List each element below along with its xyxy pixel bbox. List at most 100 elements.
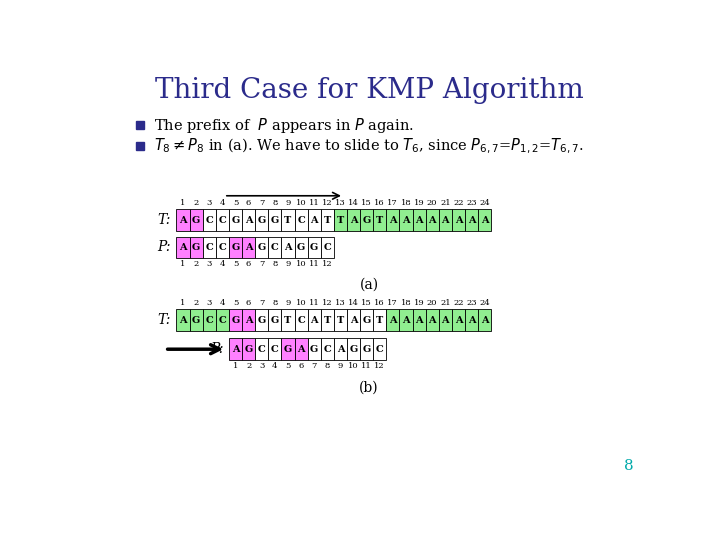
Text: 8: 8 <box>272 199 277 207</box>
Bar <box>478 309 491 331</box>
Bar <box>189 309 203 331</box>
Bar <box>269 237 282 258</box>
Bar <box>320 210 334 231</box>
Text: G: G <box>362 216 371 225</box>
Text: 6: 6 <box>246 299 251 307</box>
Text: A: A <box>481 216 488 225</box>
Text: 18: 18 <box>400 199 411 207</box>
Text: A: A <box>245 216 253 225</box>
Bar <box>465 210 478 231</box>
Text: A: A <box>454 216 462 225</box>
Bar <box>360 309 373 331</box>
Text: G: G <box>284 345 292 354</box>
Bar <box>229 309 242 331</box>
Bar <box>189 210 203 231</box>
Text: 6: 6 <box>246 260 251 268</box>
Bar <box>438 210 452 231</box>
Text: T: T <box>337 315 344 325</box>
Text: 11: 11 <box>309 260 320 268</box>
Text: 21: 21 <box>440 299 451 307</box>
Bar <box>438 309 452 331</box>
Text: 18: 18 <box>400 299 411 307</box>
Text: A: A <box>310 315 318 325</box>
Text: 5: 5 <box>233 299 238 307</box>
Text: A: A <box>441 315 449 325</box>
Text: A: A <box>350 216 357 225</box>
Text: 7: 7 <box>312 362 317 370</box>
Bar <box>282 210 294 231</box>
Text: 13: 13 <box>335 199 346 207</box>
Text: 3: 3 <box>259 362 264 370</box>
Bar <box>294 210 307 231</box>
Text: C: C <box>376 345 384 354</box>
Bar <box>282 237 294 258</box>
Text: A: A <box>297 345 305 354</box>
Bar <box>242 237 255 258</box>
Text: 9: 9 <box>285 260 291 268</box>
Text: 22: 22 <box>453 199 464 207</box>
Text: A: A <box>481 315 488 325</box>
Bar <box>360 339 373 360</box>
Text: 4: 4 <box>220 299 225 307</box>
Text: C: C <box>205 243 213 252</box>
Text: A: A <box>179 315 187 325</box>
Text: T:: T: <box>158 313 171 327</box>
Bar <box>216 210 229 231</box>
Text: A: A <box>245 315 253 325</box>
Text: 7: 7 <box>259 299 264 307</box>
Text: 22: 22 <box>453 299 464 307</box>
Text: T: T <box>324 216 331 225</box>
Text: G: G <box>231 315 240 325</box>
Bar <box>387 309 400 331</box>
Text: 10: 10 <box>296 299 307 307</box>
Bar <box>334 339 347 360</box>
Text: C: C <box>297 315 305 325</box>
Text: The prefix of  $\it{P}$ appears in $\it{P}$ again.: The prefix of $\it{P}$ appears in $\it{P… <box>154 116 414 134</box>
Text: A: A <box>415 315 423 325</box>
Bar <box>426 309 438 331</box>
Bar <box>216 309 229 331</box>
Bar <box>347 309 360 331</box>
Bar <box>334 309 347 331</box>
Text: 1: 1 <box>180 260 186 268</box>
Text: 20: 20 <box>427 199 438 207</box>
Text: 4: 4 <box>272 362 278 370</box>
Text: 3: 3 <box>207 299 212 307</box>
Text: 5: 5 <box>233 199 238 207</box>
Text: 11: 11 <box>309 299 320 307</box>
Text: 10: 10 <box>348 362 359 370</box>
Bar <box>452 210 465 231</box>
Bar <box>347 339 360 360</box>
Text: T: T <box>284 315 292 325</box>
Text: 10: 10 <box>296 199 307 207</box>
Text: 14: 14 <box>348 299 359 307</box>
Text: C: C <box>271 345 279 354</box>
Text: G: G <box>192 216 200 225</box>
Text: G: G <box>310 345 318 354</box>
Bar <box>242 339 255 360</box>
Text: A: A <box>428 216 436 225</box>
Text: 14: 14 <box>348 199 359 207</box>
Text: 12: 12 <box>322 199 333 207</box>
Bar <box>307 339 320 360</box>
Bar <box>203 210 216 231</box>
Text: G: G <box>271 216 279 225</box>
Text: T: T <box>337 216 344 225</box>
Text: C: C <box>323 243 331 252</box>
Text: 3: 3 <box>207 199 212 207</box>
Text: A: A <box>454 315 462 325</box>
Text: 10: 10 <box>296 260 307 268</box>
Text: Third Case for KMP Algorithm: Third Case for KMP Algorithm <box>155 77 583 104</box>
Bar <box>465 309 478 331</box>
Bar <box>176 210 189 231</box>
Text: A: A <box>468 315 475 325</box>
Text: A: A <box>245 243 253 252</box>
Bar <box>478 210 491 231</box>
Text: T:: T: <box>158 213 171 227</box>
Text: C: C <box>218 315 226 325</box>
Text: T: T <box>376 216 383 225</box>
Text: G: G <box>258 243 266 252</box>
Text: G: G <box>362 345 371 354</box>
Bar <box>203 309 216 331</box>
Bar <box>242 309 255 331</box>
